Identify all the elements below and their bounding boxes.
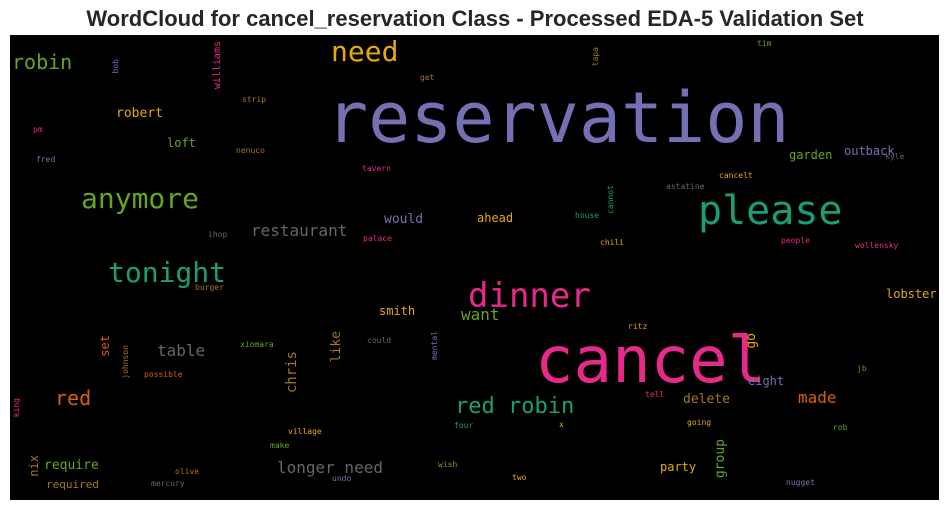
word-make: make — [270, 441, 290, 450]
word-made: made — [798, 388, 837, 407]
word-fred: fred — [36, 155, 56, 164]
word-group: group — [713, 439, 728, 479]
word-ritz: ritz — [628, 322, 648, 331]
word-set: set — [98, 335, 112, 357]
word-xiomara: xiomara — [240, 340, 274, 349]
word-cannot: cannot — [606, 185, 615, 214]
word-robert: robert — [116, 106, 163, 121]
word-could: could — [367, 336, 392, 345]
word-loft: loft — [167, 136, 196, 150]
word-palace: palace — [363, 234, 392, 243]
word-mental: mental — [430, 331, 439, 360]
word-garden: garden — [789, 148, 833, 162]
word-get: get — [420, 73, 435, 82]
word-required: required — [46, 478, 99, 491]
word-olive: olive — [175, 467, 200, 476]
word-red-robin: red robin — [455, 394, 575, 419]
word-ihop: ihop — [208, 230, 228, 239]
word-nix: nix — [27, 455, 41, 477]
chart-title: WordCloud for cancel_reservation Class -… — [86, 6, 864, 31]
word-people: people — [781, 236, 810, 245]
word-tavern: tavern — [362, 164, 391, 173]
word-go: go — [744, 333, 759, 349]
word-nenuco: nenuco — [236, 146, 265, 155]
word-table: table — [157, 341, 206, 360]
word-tapa: tapa — [591, 47, 600, 67]
word-please: please — [698, 188, 843, 234]
word-chris: chris — [284, 351, 300, 394]
word-dinner: dinner — [468, 276, 591, 316]
word-tim: tim — [757, 39, 772, 48]
word-like: like — [329, 331, 344, 363]
word-ahead: ahead — [477, 211, 514, 225]
word-kyle: kyle — [885, 152, 905, 161]
word-delete: delete — [683, 392, 730, 407]
word-want: want — [461, 305, 500, 324]
word-jb: jb — [857, 364, 867, 373]
word-burger: burger — [195, 283, 224, 292]
wordcloud-canvas: reservation cancel please dinner tonight… — [10, 35, 939, 500]
word-tell: tell — [645, 390, 665, 399]
word-king: king — [12, 398, 21, 418]
word-reservation: reservation — [326, 77, 790, 159]
word-nugget: nugget — [786, 478, 815, 487]
word-johnson: johnson — [121, 345, 130, 379]
word-red: red — [55, 386, 92, 410]
word-wollensky: wollensky — [855, 241, 899, 250]
word-astatine: astatine — [666, 182, 705, 191]
word-would: would — [384, 212, 424, 227]
word-need: need — [331, 35, 399, 68]
word-four: four — [454, 421, 474, 430]
word-party: party — [660, 460, 697, 474]
word-mercury: mercury — [151, 479, 185, 488]
word-wish: wish — [438, 460, 458, 469]
word-village: village — [288, 427, 322, 436]
word-robin: robin — [12, 50, 73, 74]
word-lobster: lobster — [886, 287, 937, 301]
word-williams: williams — [212, 41, 223, 90]
word-anymore: anymore — [81, 182, 200, 215]
word-eight: eight — [748, 374, 785, 388]
word-going: going — [687, 418, 712, 427]
word-outback: outback — [844, 144, 895, 158]
word-tonight: tonight — [108, 256, 227, 289]
word-strip: strip — [242, 95, 267, 104]
word-cancel: cancel — [535, 324, 767, 398]
word-smith: smith — [379, 304, 416, 318]
word-rob: rob — [833, 423, 848, 432]
word-cancelt: cancelt — [719, 171, 753, 180]
word-bob: bob — [111, 59, 120, 74]
word-require: require — [44, 458, 99, 473]
word-two: two — [512, 473, 527, 482]
word-undo: undo — [332, 474, 352, 483]
word-x: x — [559, 420, 564, 429]
word-pm: pm — [33, 125, 43, 134]
word-restaurant: restaurant — [251, 221, 348, 240]
word-longer-need: longer need — [277, 458, 383, 477]
word-house: house — [575, 211, 600, 220]
word-chili: chili — [600, 238, 625, 247]
word-possible: possible — [144, 370, 183, 379]
